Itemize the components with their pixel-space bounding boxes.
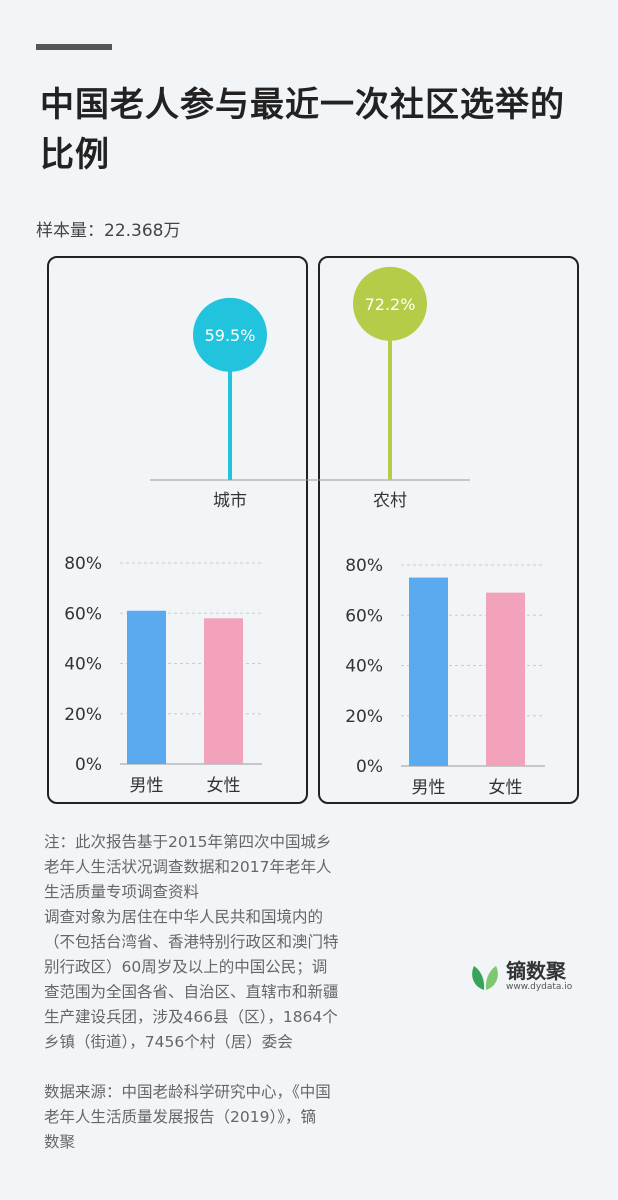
y-tick-label: 0% <box>356 757 383 777</box>
note-line: 乡镇（街道），7456个村（居）委会 <box>44 1033 293 1051</box>
brand-logo: 镝数聚 www.dydata.io <box>470 960 572 992</box>
y-tick-label: 60% <box>64 604 102 624</box>
note-line: 生活质量专项调查资料 <box>44 883 200 901</box>
brand-name: 镝数聚 <box>506 959 566 983</box>
note-block: 注：此次报告基于2015年第四次中国城乡 老年人生活状况调查数据和2017年老年人… <box>44 830 394 1055</box>
brand-url: www.dydata.io <box>506 982 573 992</box>
note-line: 调查对象为居住在中华人民共和国境内的 <box>44 908 324 926</box>
note-line: 别行政区）60周岁及以上的中国公民；调 <box>44 958 328 976</box>
y-tick-label: 0% <box>75 755 102 775</box>
y-tick-label: 60% <box>345 606 383 626</box>
y-tick-label: 80% <box>345 556 383 576</box>
lollipop-value-label: 72.2% <box>365 295 416 314</box>
source-block: 数据来源：中国老龄科学研究中心，《中国 老年人生活质量发展报告（2019）》，镝数… <box>44 1080 394 1155</box>
page-title: 中国老人参与最近一次社区选举的比例 <box>40 85 565 175</box>
leaf-icon <box>472 966 498 990</box>
note-line: （不包括台湾省、香港特别行政区和澳门特 <box>44 933 339 951</box>
bar <box>204 618 243 764</box>
source-line: 数聚 <box>44 1133 76 1151</box>
y-tick-label: 20% <box>345 707 383 727</box>
y-tick-label: 20% <box>64 705 102 725</box>
lollipop-value-label: 59.5% <box>205 326 256 345</box>
source-line: 数据来源：中国老龄科学研究中心，《中国 <box>44 1083 331 1101</box>
x-tick-label: 男性 <box>412 778 446 798</box>
y-tick-label: 80% <box>64 554 102 574</box>
title-accent-bar <box>36 44 112 50</box>
bar <box>486 592 525 766</box>
bar <box>409 577 448 766</box>
x-tick-label: 男性 <box>130 776 164 796</box>
note-line: 注：此次报告基于2015年第四次中国城乡 <box>44 833 332 851</box>
note-line: 生产建设兵团，涉及466县（区），1864个 <box>44 1008 338 1026</box>
panel-rural <box>318 256 579 804</box>
panel-city <box>47 256 308 804</box>
y-tick-label: 40% <box>345 657 383 677</box>
note-line: 老年人生活状况调查数据和2017年老年人 <box>44 858 332 876</box>
lollipop-category-label: 农村 <box>373 491 407 511</box>
note-line: 查范围为全国各省、自治区、直辖市和新疆 <box>44 983 339 1001</box>
x-tick-label: 女性 <box>489 778 523 798</box>
lollipop-head <box>353 266 427 341</box>
chart-canvas: 59.5% 城市 72.2% 农村 0% 20% 40% 60% 80% 男性 女性 0% 20% 40%… <box>64 266 545 798</box>
lollipop-category-label: 城市 <box>213 491 247 511</box>
y-tick-label: 40% <box>64 655 102 675</box>
lollipop-head <box>193 297 267 372</box>
bar <box>127 610 166 764</box>
source-line: 老年人生活质量发展报告（2019）》，镝 <box>44 1108 316 1126</box>
x-tick-label: 女性 <box>207 776 241 796</box>
sample-size: 样本量：22.368万 <box>36 221 181 241</box>
